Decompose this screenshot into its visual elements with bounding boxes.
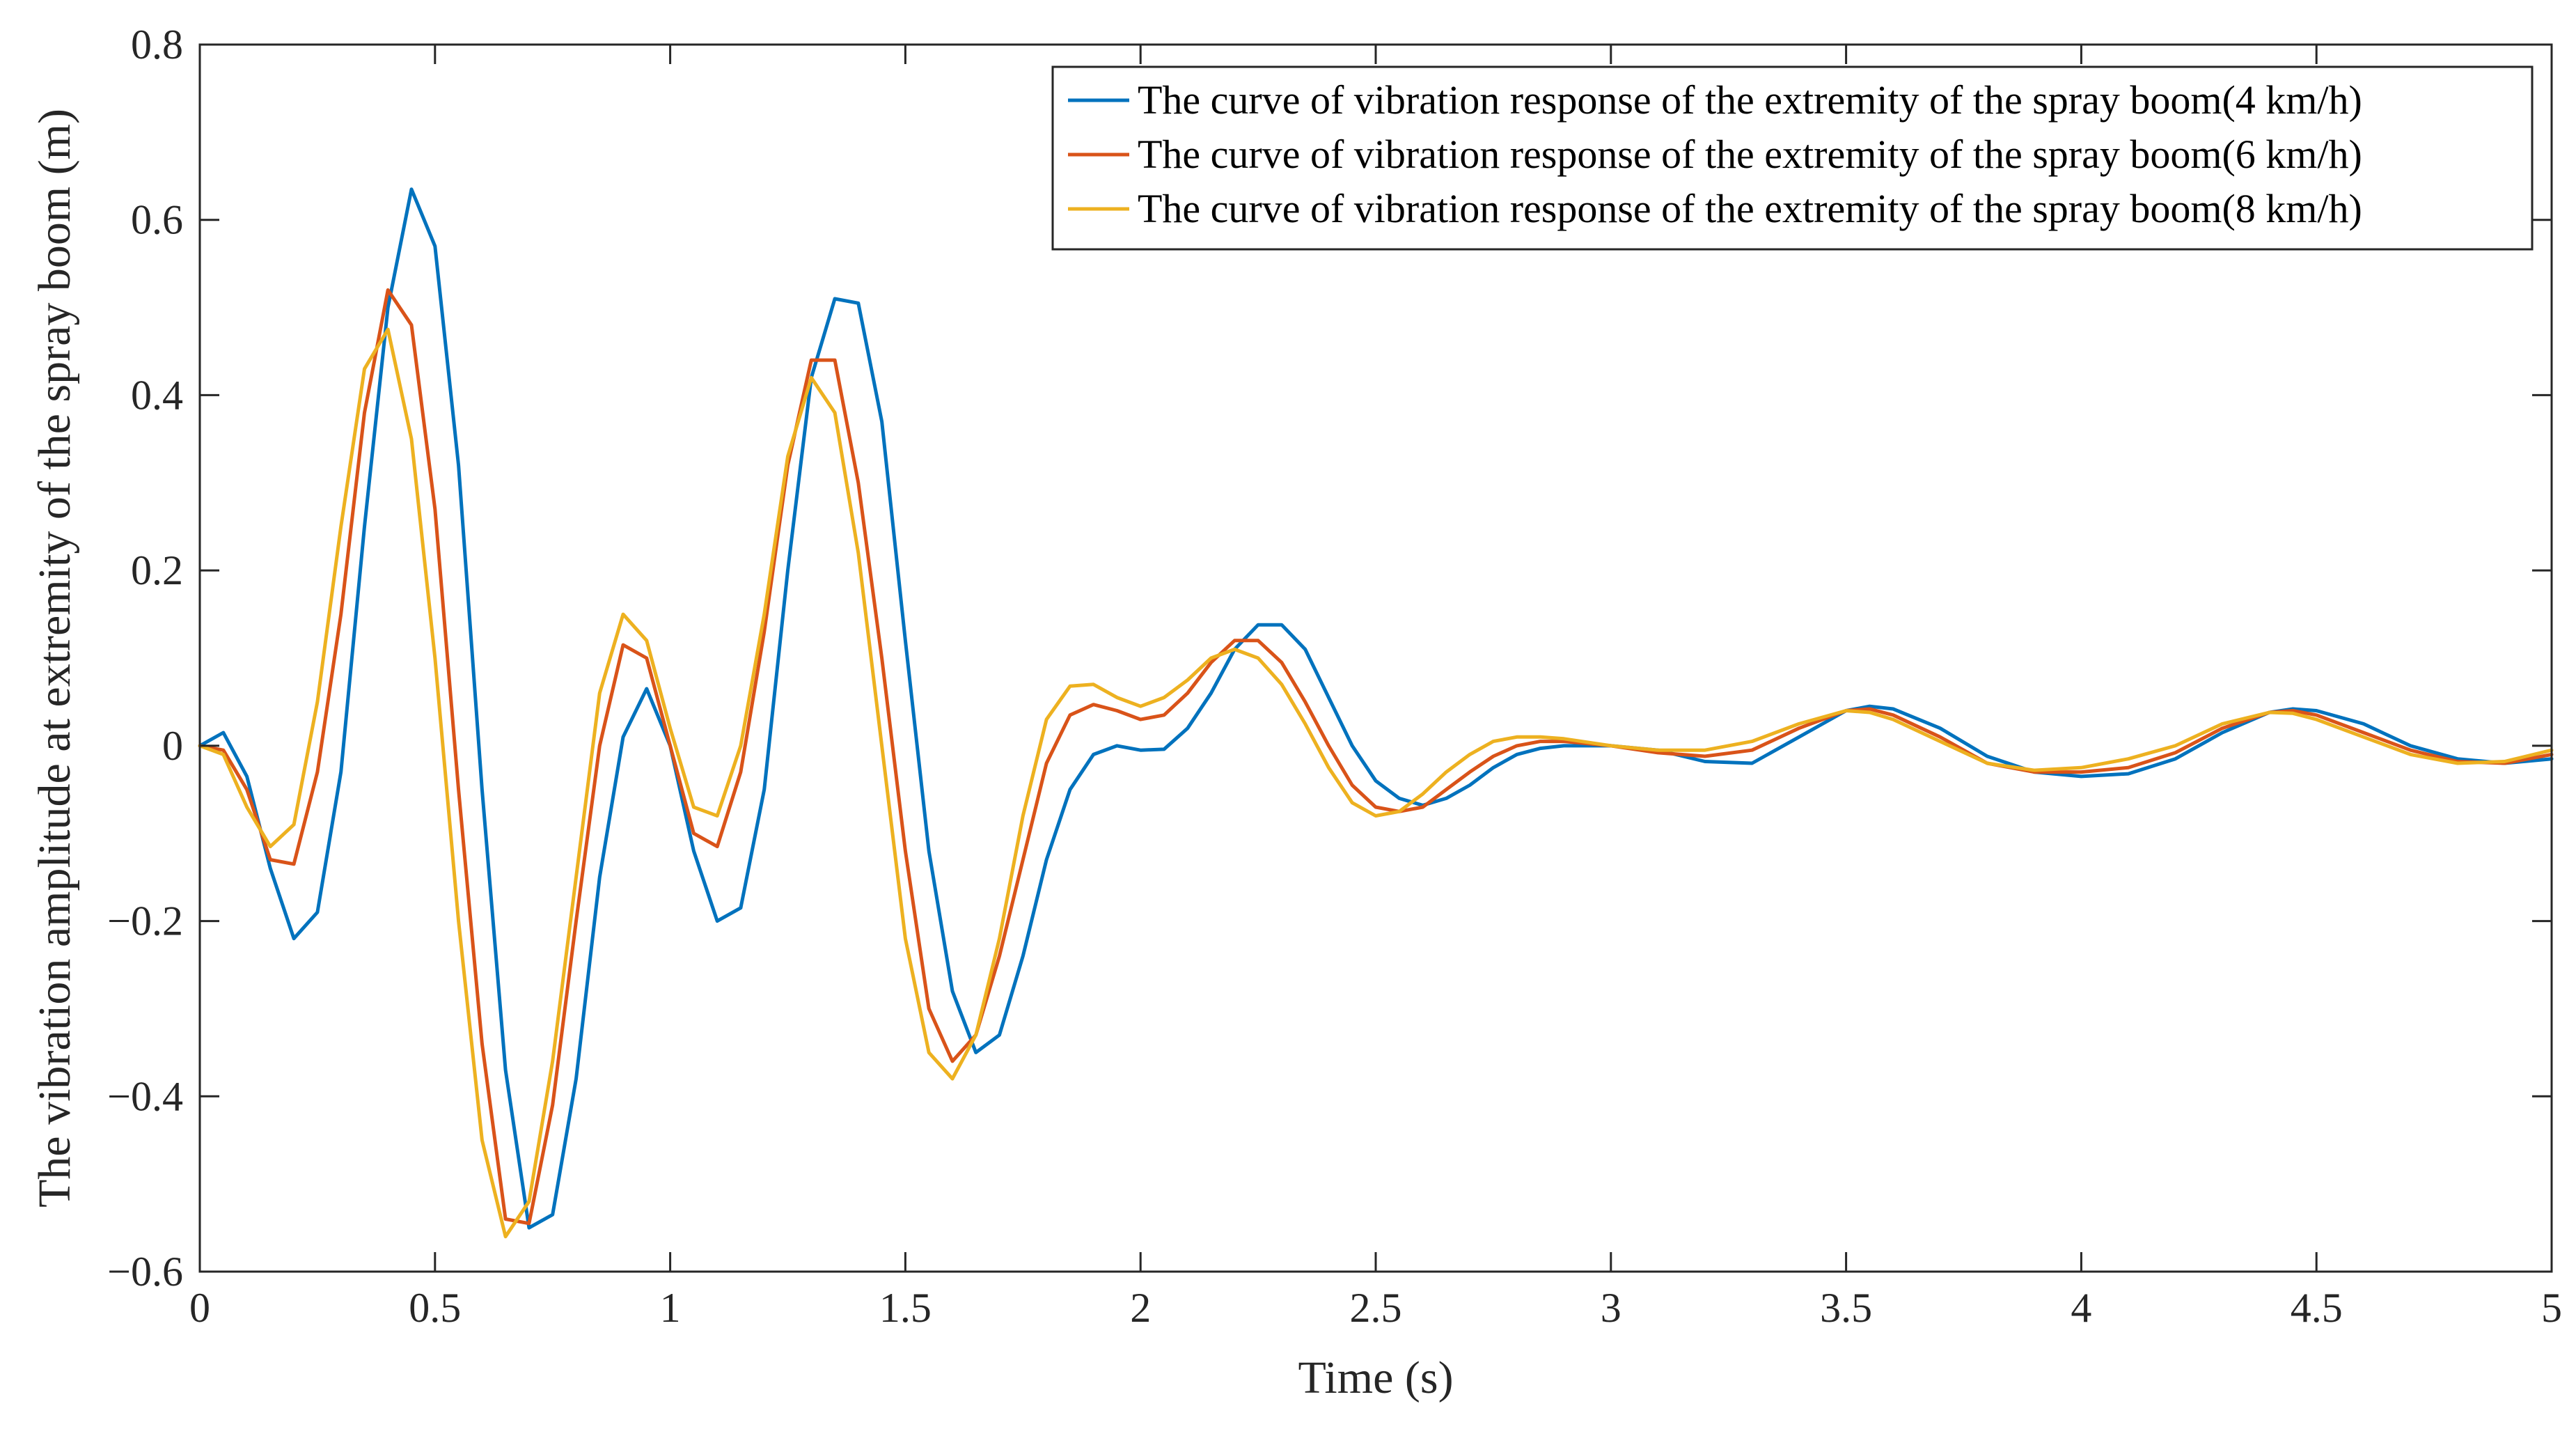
y-tick-label: −0.6 [107,1249,183,1295]
y-tick-label: 0.4 [131,372,183,418]
x-tick-label: 3.5 [1820,1285,1872,1331]
y-tick-label: −0.2 [107,898,183,944]
y-tick-label: 0.2 [131,547,183,593]
x-tick-label: 3 [1601,1285,1621,1331]
x-tick-label: 1.5 [879,1285,932,1331]
y-tick-label: 0 [162,723,183,769]
x-tick-label: 5 [2541,1285,2562,1331]
x-tick-label: 4 [2071,1285,2091,1331]
ticks-layer: 0 0.5 1 1.5 2 2.5 3 3.5 4 4.5 5 −0.6 −0.4 −0.2 0 0.2 0.4… [107,22,2562,1331]
x-tick-label: 0 [189,1285,210,1331]
x-tick-label: 2 [1130,1285,1151,1331]
y-tick-label: −0.4 [107,1073,183,1119]
x-tick-label: 4.5 [2291,1285,2343,1331]
legend-label-2: The curve of vibration response of the e… [1138,132,2362,177]
y-tick-label: 0.8 [131,22,183,68]
y-axis-label: The vibration amplitude at extremity of … [29,109,80,1208]
x-tick-label: 0.5 [409,1285,461,1331]
y-tick-label: 0.6 [131,197,183,243]
x-axis-label: Time (s) [1298,1352,1453,1403]
legend: The curve of vibration response of the e… [1051,65,2534,251]
series-line-3 [198,327,2554,1239]
series-layer [198,187,2554,1239]
legend-label-3: The curve of vibration response of the e… [1138,186,2362,231]
legend-box [1051,65,2534,251]
x-tick-label: 1 [660,1285,681,1331]
x-tick-label: 2.5 [1350,1285,1402,1331]
legend-label-1: The curve of vibration response of the e… [1138,77,2362,123]
series-line-1 [198,187,2554,1230]
